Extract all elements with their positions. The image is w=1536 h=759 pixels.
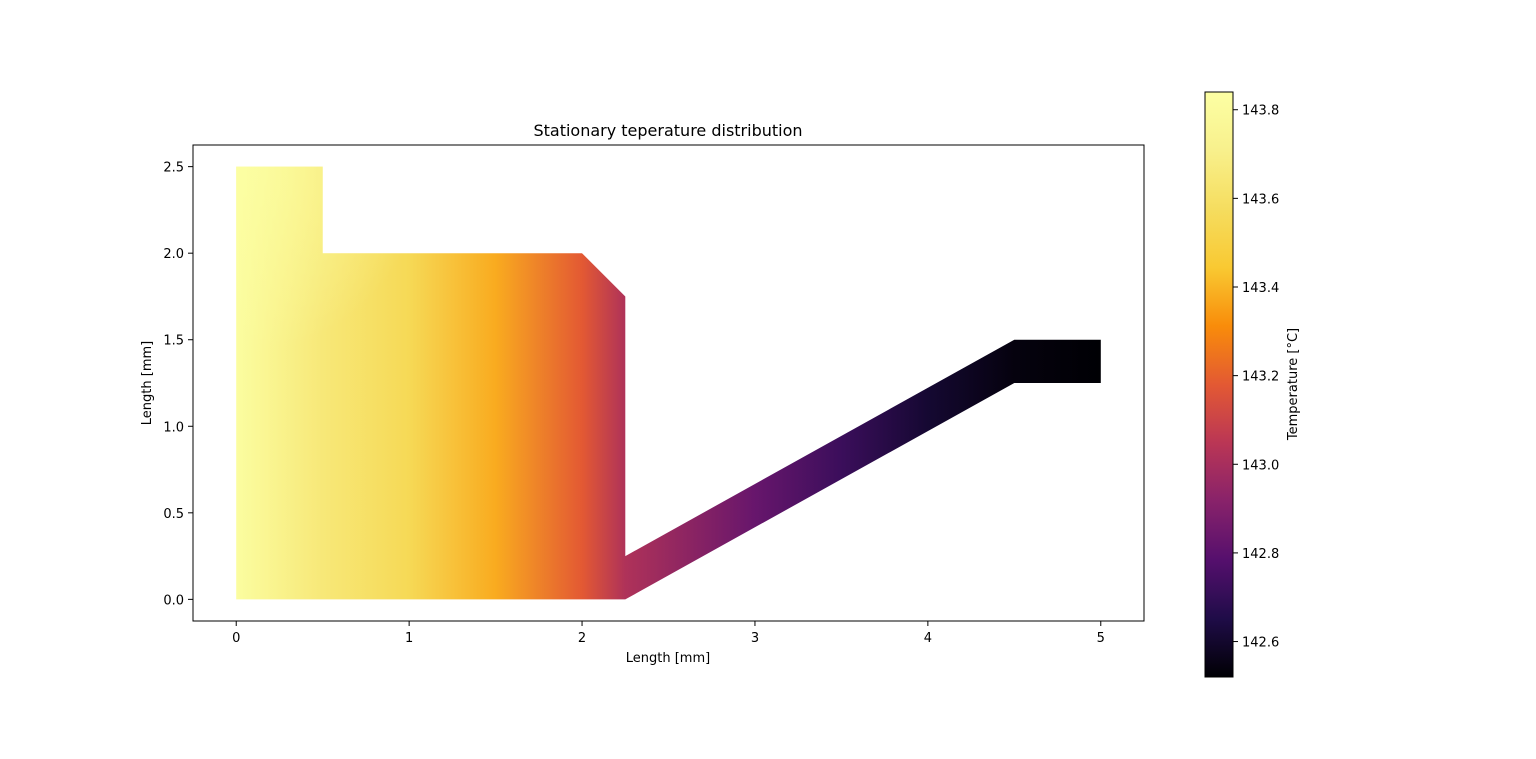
colorbar-tick-label: 142.6 [1242, 636, 1279, 651]
colorbar-tick-label: 143.8 [1242, 104, 1279, 119]
x-tick-label: 1 [405, 631, 413, 646]
y-tick-label: 2.5 [163, 161, 184, 176]
y-axis-label: Length [mm] [140, 341, 155, 425]
colorbar-tick-label: 143.0 [1242, 458, 1279, 473]
x-axis-label: Length [mm] [626, 651, 710, 666]
y-tick-label: 1.5 [163, 334, 184, 349]
x-ticks: 0 1 2 3 4 5 [232, 621, 1105, 646]
colorbar-tick-label: 143.4 [1242, 281, 1279, 296]
chart-title: Stationary teperature distribution [533, 121, 802, 140]
x-tick-label: 5 [1097, 631, 1105, 646]
colorbar-tick-label: 143.6 [1242, 192, 1279, 207]
colorbar-tick-label: 142.8 [1242, 547, 1279, 562]
y-ticks: 0.0 0.5 1.0 1.5 2.0 2.5 [163, 161, 193, 608]
y-tick-label: 1.0 [163, 420, 184, 435]
x-tick-label: 2 [578, 631, 586, 646]
colorbar-gradient [1205, 92, 1233, 677]
plot-area: 0 1 2 3 4 5 0.0 0.5 1.0 1.5 2.0 2.5 Stationary tep… [140, 121, 1145, 666]
colorbar: 142.6 142.8 143.0 143.2 143.4 143.6 143.8 Temp… [1204, 91, 1301, 678]
y-tick-label: 0.0 [163, 593, 184, 608]
temperature-field [236, 166, 1101, 600]
x-tick-label: 4 [924, 631, 932, 646]
x-tick-label: 3 [751, 631, 759, 646]
x-tick-label: 0 [232, 631, 240, 646]
colorbar-tick-label: 143.2 [1242, 370, 1279, 385]
axes-frame [192, 144, 1145, 622]
colorbar-frame [1204, 91, 1234, 678]
y-tick-label: 0.5 [163, 507, 184, 522]
colorbar-ticks: 142.6 142.8 143.0 143.2 143.4 143.6 143.8 [1233, 104, 1279, 651]
hot-corner-overlay [236, 166, 1101, 600]
y-tick-label: 2.0 [163, 247, 184, 262]
colorbar-label: Temperature [°C] [1286, 328, 1301, 441]
